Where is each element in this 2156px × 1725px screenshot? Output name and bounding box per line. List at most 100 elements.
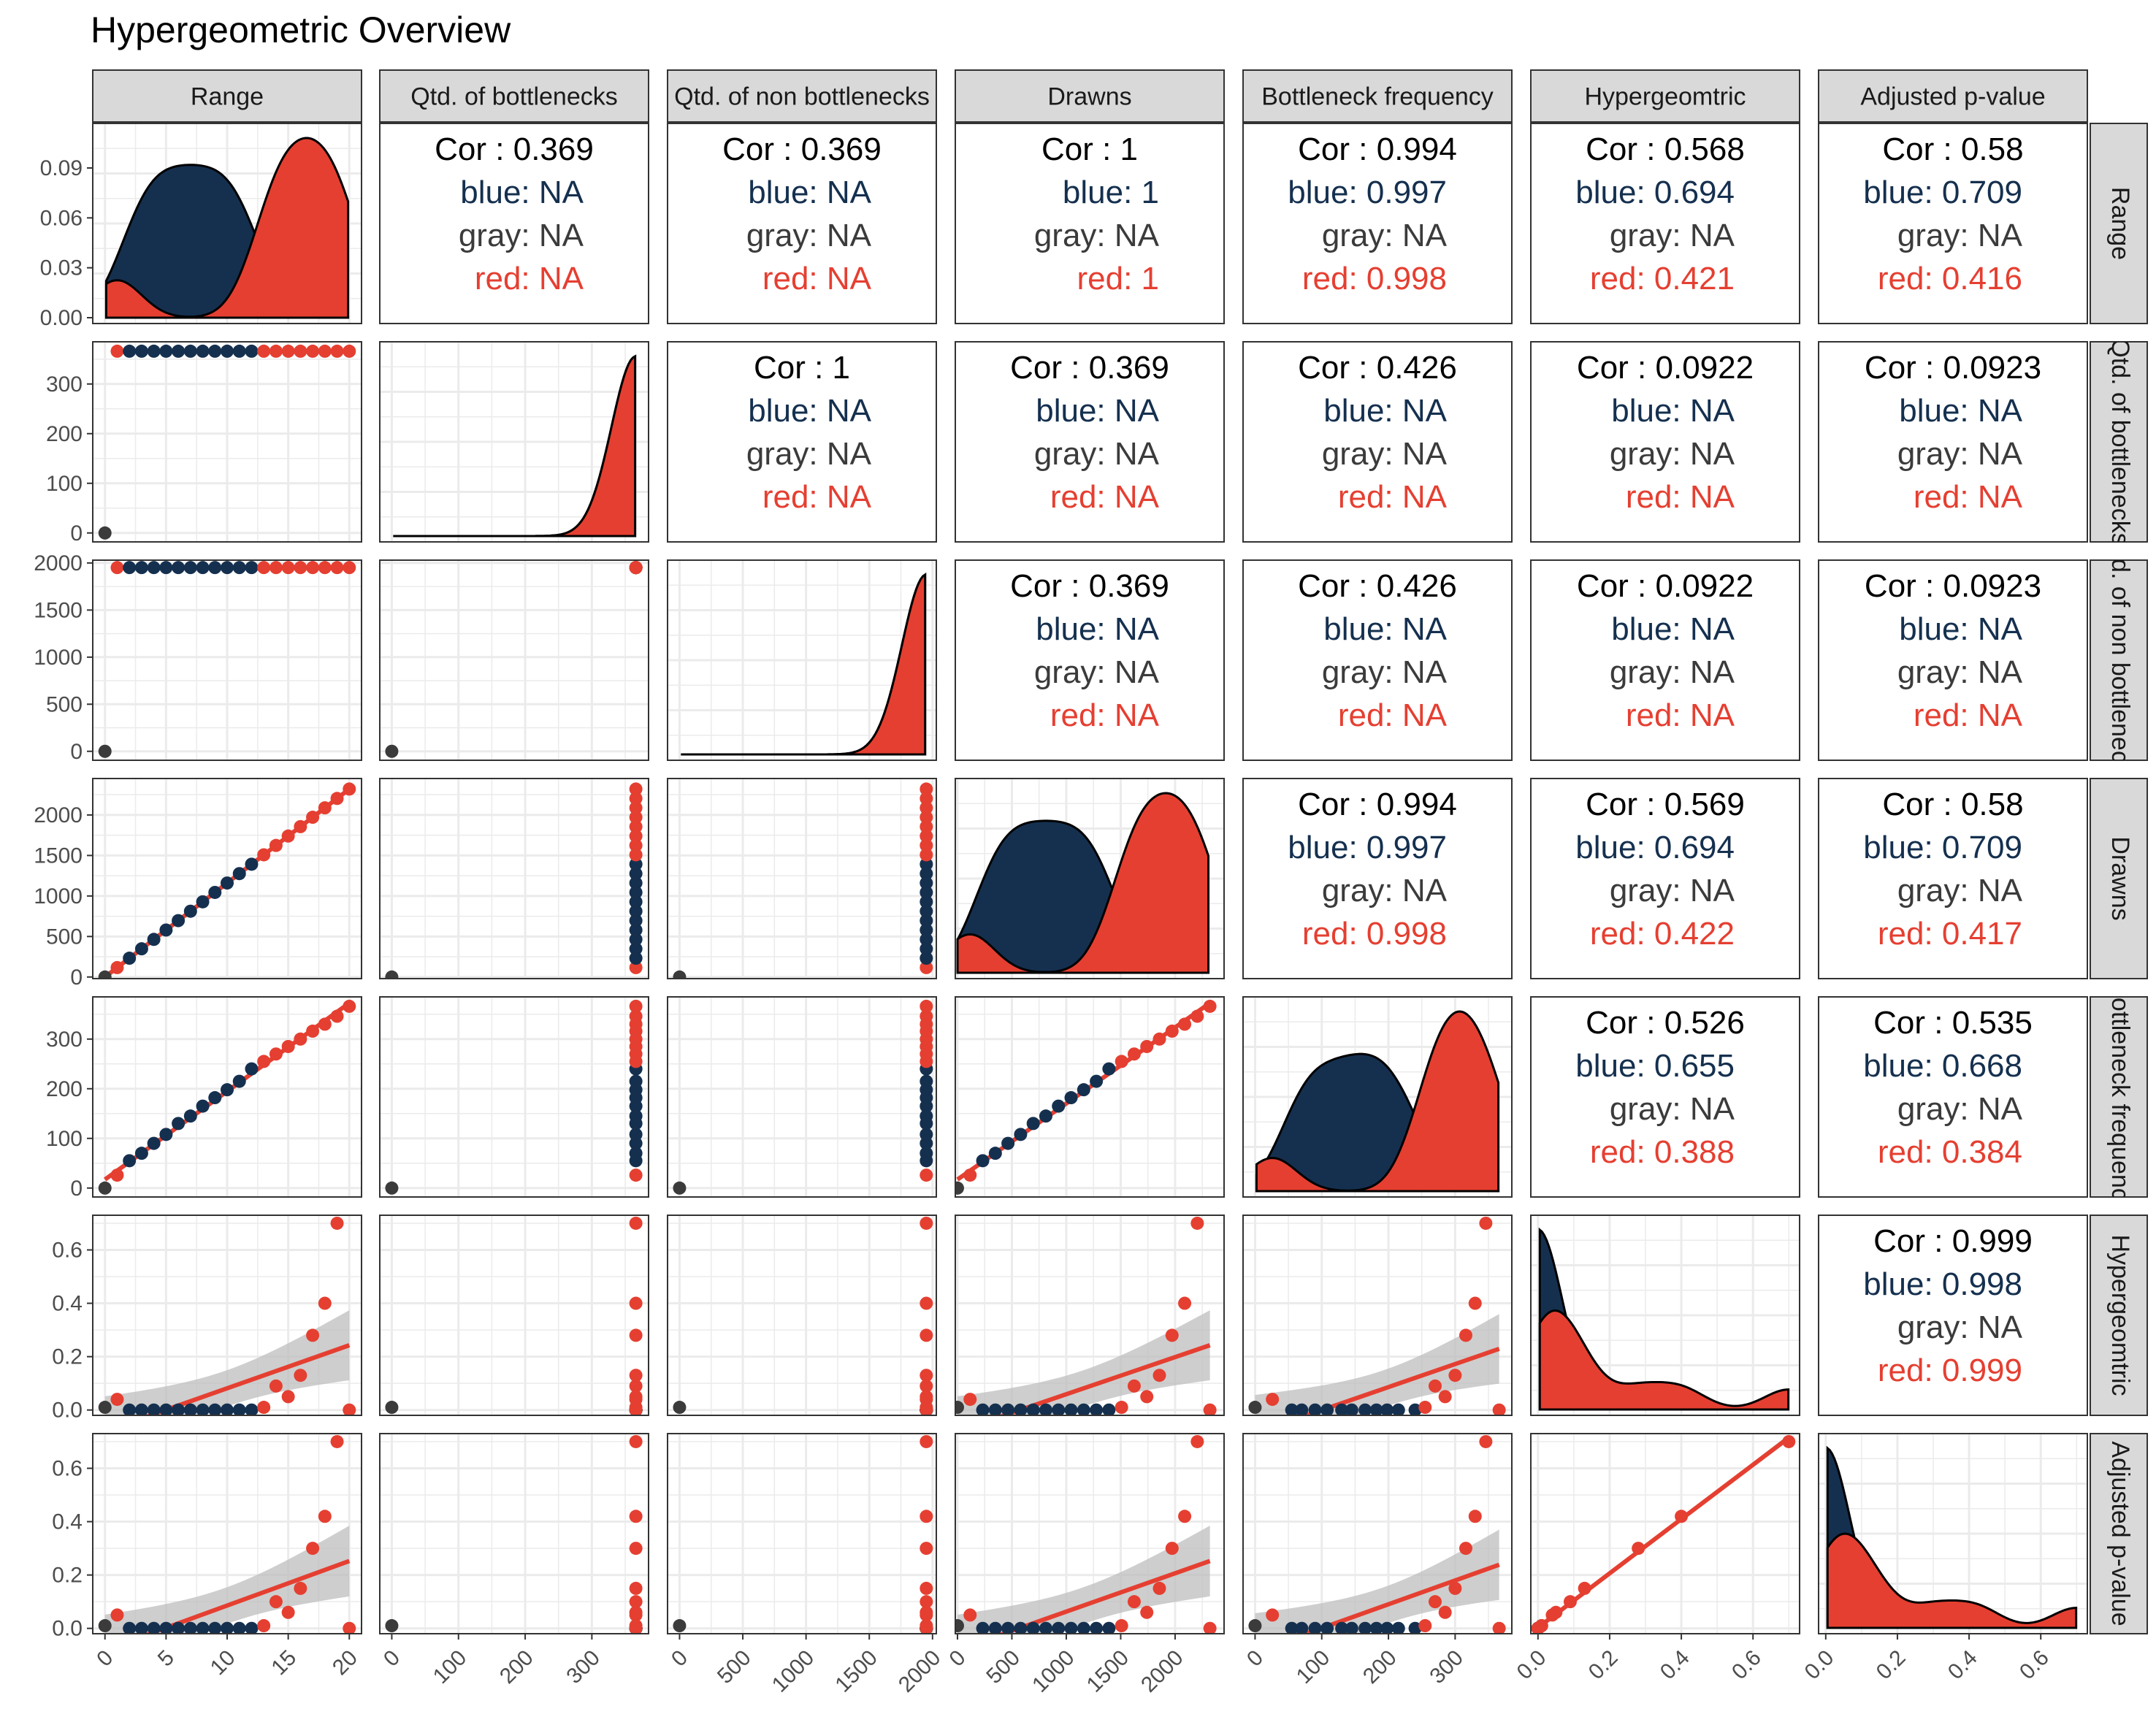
data-point-blue xyxy=(1077,1403,1090,1415)
regression-line xyxy=(143,1558,351,1634)
data-point-red xyxy=(1448,1581,1462,1595)
data-point-blue xyxy=(1308,1621,1322,1634)
data-point-blue xyxy=(920,952,933,965)
panel-border xyxy=(667,1215,937,1416)
data-point-red xyxy=(257,1401,271,1415)
data-point-gray xyxy=(98,1401,112,1415)
data-point-red xyxy=(110,561,124,575)
correlation-gray: gray: NA xyxy=(746,436,872,472)
data-point-red xyxy=(318,561,332,575)
data-point-blue xyxy=(1391,1403,1405,1415)
data-point-red xyxy=(920,1216,933,1230)
panel-content xyxy=(380,997,649,1197)
data-point-red xyxy=(1266,1608,1280,1622)
y-tick-label: 0 xyxy=(70,740,83,764)
data-point-blue xyxy=(1345,1403,1358,1415)
data-point-gray xyxy=(673,1401,687,1415)
panel-range-vs-hypergeomtric: Cor : 0.568 blue: 0.694 gray: NA red: 0.421 xyxy=(1530,123,1800,324)
data-point-blue xyxy=(208,885,222,899)
data-point-red xyxy=(1152,1581,1166,1595)
correlation-gray: gray: NA xyxy=(1034,436,1160,472)
data-point-blue xyxy=(1026,1117,1040,1131)
y-tick-label: 0.00 xyxy=(40,306,83,330)
data-point-blue xyxy=(1077,1621,1090,1634)
data-point-blue xyxy=(232,1621,246,1634)
row-strip-hypergeomtric xyxy=(2090,1215,2148,1416)
data-point-red xyxy=(330,344,344,358)
panel-border xyxy=(1530,1433,1800,1634)
data-point-red xyxy=(318,1017,332,1031)
data-point-blue xyxy=(208,561,222,575)
panel-background xyxy=(1819,1215,2087,1415)
density-red xyxy=(393,354,637,538)
regression-line xyxy=(997,1343,1211,1415)
correlation-overall: Cor : 0.58 xyxy=(1882,787,2023,822)
panel-hypergeomtric-vs-adjusted-p-value: Cor : 0.999 blue: 0.998 gray: NA red: 0.999 xyxy=(1818,1215,2088,1416)
data-point-red xyxy=(920,1621,933,1634)
panel-range-vs-range xyxy=(92,123,362,324)
correlation-gray: gray: NA xyxy=(459,218,584,253)
correlation-text-group: Cor : 0.569 blue: 0.694 gray: NA red: 0.422 xyxy=(1575,787,1745,952)
data-point-red xyxy=(110,1608,124,1622)
data-point-red xyxy=(920,1581,933,1595)
data-point-red xyxy=(343,344,356,358)
panel-qtd-of-bottlenecks-vs-hypergeomtric: Cor : 0.0922 blue: NA gray: NA red: NA xyxy=(1530,341,1800,543)
panel-content xyxy=(668,997,936,1197)
data-point-blue xyxy=(920,914,933,927)
column-strip-range xyxy=(92,69,362,123)
data-point-red xyxy=(920,1390,933,1404)
panel-content xyxy=(955,1215,1224,1415)
data-point-blue xyxy=(147,344,161,358)
data-point-blue xyxy=(1090,1074,1104,1088)
data-point-red xyxy=(1165,1542,1179,1556)
data-point-red xyxy=(281,1039,295,1053)
y-tick-label: 0.2 xyxy=(52,1564,83,1588)
data-point-red xyxy=(318,801,332,815)
data-point-blue xyxy=(172,344,186,358)
data-point-red xyxy=(330,792,344,806)
correlation-red: red: 0.998 xyxy=(1302,916,1447,952)
panel-content xyxy=(668,560,936,760)
data-point-red xyxy=(1468,1296,1482,1310)
data-point-red xyxy=(1492,1621,1506,1634)
data-point-red xyxy=(1203,1403,1217,1415)
data-point-gray xyxy=(98,526,112,540)
data-point-blue xyxy=(920,1147,933,1160)
data-point-red xyxy=(330,561,344,575)
panel-background xyxy=(1819,123,2087,324)
panel-background xyxy=(380,779,649,979)
data-point-red xyxy=(1190,1434,1204,1448)
data-point-blue xyxy=(629,942,643,956)
data-point-red xyxy=(1127,1595,1141,1609)
data-point-red xyxy=(1428,1379,1442,1393)
panel-border xyxy=(1242,778,1513,979)
panel-drawns-vs-qtd-of-bottlenecks xyxy=(379,778,649,979)
data-point-red xyxy=(963,1169,977,1182)
data-point-blue xyxy=(920,942,933,956)
correlation-red: red: 0.999 xyxy=(1878,1353,2022,1388)
correlation-overall: Cor : 0.58 xyxy=(1882,131,2023,167)
data-point-blue xyxy=(208,1403,222,1415)
data-point-red xyxy=(1531,1621,1545,1634)
panel-border xyxy=(92,559,362,761)
data-point-red xyxy=(1675,1510,1689,1523)
correlation-text-group: Cor : 0.58 blue: 0.709 gray: NA red: 0.416 xyxy=(1863,131,2023,297)
correlation-gray: gray: NA xyxy=(1322,873,1448,909)
data-point-red xyxy=(269,1047,283,1061)
data-point-blue xyxy=(1345,1621,1358,1634)
panel-background xyxy=(668,1215,936,1415)
data-point-red xyxy=(629,829,643,843)
y-tick-label: 0.6 xyxy=(52,1456,83,1480)
panel-qtd-of-bottlenecks-vs-adjusted-p-value: Cor : 0.0923 blue: NA gray: NA red: NA xyxy=(1818,341,2088,543)
data-point-blue xyxy=(1369,1403,1383,1415)
data-point-red xyxy=(294,344,307,358)
data-point-red xyxy=(294,561,307,575)
correlation-text-group: Cor : 0.526 blue: 0.655 gray: NA red: 0.388 xyxy=(1575,1005,1745,1170)
data-point-gray xyxy=(385,1181,399,1195)
data-point-red xyxy=(269,1379,283,1393)
row-strip-label-group: Range xyxy=(2106,187,2134,260)
panel-border xyxy=(1818,1433,2088,1634)
data-point-blue xyxy=(1102,1403,1116,1415)
panel-border xyxy=(1242,559,1513,761)
correlation-overall: Cor : 0.369 xyxy=(1010,568,1169,604)
